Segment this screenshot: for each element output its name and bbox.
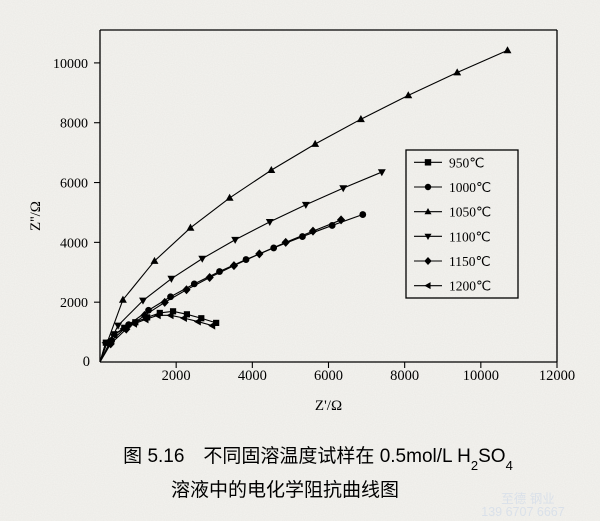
svg-text:1050℃: 1050℃	[449, 205, 491, 220]
svg-text:1200℃: 1200℃	[449, 279, 491, 294]
svg-text:8000: 8000	[60, 117, 88, 132]
svg-text:10000: 10000	[463, 368, 499, 384]
svg-text:1100℃: 1100℃	[449, 229, 491, 244]
svg-text:12000: 12000	[539, 368, 575, 384]
svg-text:6000: 6000	[314, 368, 343, 384]
svg-text:4000: 4000	[238, 368, 267, 384]
svg-text:2000: 2000	[60, 296, 88, 311]
svg-text:4000: 4000	[60, 236, 88, 251]
svg-text:Z'/Ω: Z'/Ω	[315, 398, 342, 414]
svg-text:8000: 8000	[390, 368, 419, 384]
svg-text:950℃: 950℃	[449, 155, 484, 170]
svg-text:2000: 2000	[162, 368, 191, 384]
svg-text:6000: 6000	[60, 177, 88, 192]
svg-text:溶液中的电化学阻抗曲线图: 溶液中的电化学阻抗曲线图	[171, 479, 399, 501]
svg-text:10000: 10000	[53, 57, 88, 72]
svg-text:1000℃: 1000℃	[449, 180, 491, 195]
svg-text:至德 钢业: 至德 钢业	[501, 491, 554, 506]
svg-text:Z''/Ω: Z''/Ω	[28, 201, 44, 231]
svg-text:1150℃: 1150℃	[449, 254, 491, 269]
svg-text:0: 0	[83, 354, 90, 370]
svg-text:139 6707 6667: 139 6707 6667	[481, 505, 564, 519]
